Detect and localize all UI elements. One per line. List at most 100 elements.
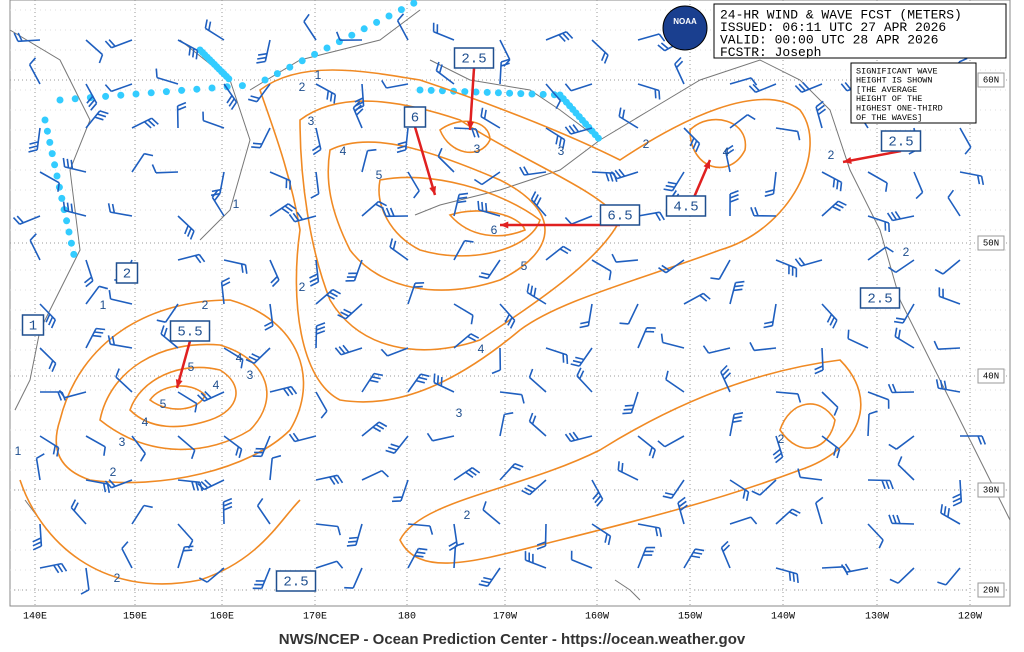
contour-2c [399,359,862,564]
wind-barb [893,303,915,324]
wind-barb [637,33,666,42]
wind-barb [269,259,280,288]
wind-barb [346,523,363,547]
wind-barb [39,303,57,329]
wind-barb [32,523,43,551]
wind-barb [960,435,987,445]
contour-6 [448,210,526,237]
wind-barb [381,207,409,218]
ice-dot [117,91,125,99]
ice-dot [273,70,281,78]
contour-5 [378,176,541,257]
lon-label: 170E [303,612,327,623]
wind-barb [478,567,501,587]
wind-barb [662,479,685,499]
wind-barb [618,107,639,129]
wind-barb [309,259,320,287]
wind-barb [867,523,884,549]
boxed-label: 6.5 [607,209,632,225]
wind-barb [637,327,656,349]
wind-barb [407,171,420,199]
lat-label: 50N [983,238,999,248]
label-box [403,106,427,128]
ice-dot [323,44,331,52]
wind-barb [151,164,179,174]
lon-box [15,608,55,624]
wind-barb [83,259,94,288]
wind-barb [913,171,924,200]
header-line: VALID: 00:00 UTC 28 APR 2026 [720,32,938,47]
wind-barb [389,238,409,261]
wind-barb [62,201,87,217]
lon-label: 120W [958,612,982,623]
contour-label: 5 [521,259,528,273]
wind-barb [847,329,869,349]
contour-label: 1 [100,298,107,312]
wind-barb [220,277,231,305]
wind-barb [665,370,685,393]
wind-barb [658,259,685,274]
wind-barb [564,431,593,443]
wind-barb [610,168,639,180]
lon-label: 150W [678,612,702,623]
wind-barb [937,567,961,586]
lat-box [977,582,1005,598]
arrow-head [175,379,183,388]
wind-barb [70,499,87,525]
wind-barb [935,379,961,393]
noaa-logo [662,5,708,51]
wind-barb [591,39,609,64]
wind-barb [933,340,961,350]
contour-label: 2 [202,298,209,312]
ice-dot [539,90,547,98]
wind-barb [887,383,915,394]
wind-barb [674,56,685,85]
wind-barb [526,283,547,305]
header: 24-HR WIND & WAVE FCST (METERS)ISSUED: 0… [720,7,962,60]
ice-dot [70,250,78,258]
wind-barb [361,421,388,437]
lat-box [977,368,1005,384]
wind-barb [344,567,363,589]
wind-barb [545,83,562,109]
wind-barb [477,200,501,217]
wind-barb [889,567,915,584]
wind-barb [821,435,841,459]
contour-label: 2 [114,571,121,585]
wind-barb [821,200,847,217]
note-line: [THE AVERAGE [856,85,917,95]
wind-barb [223,347,244,369]
wind-barb [821,391,839,416]
ice-dot [41,116,49,124]
wind-barb [121,541,133,569]
wind-barb [223,83,238,111]
ice-edge [41,0,602,258]
wind-barb [775,127,801,141]
wind-barb [867,215,890,233]
latitude-labels: 60N 50N 40N 30N 20N [977,72,1005,598]
wind-barb [361,200,387,217]
wind-barb [269,171,291,190]
ice-dot [397,6,405,14]
wind-barb [660,333,685,349]
wind-barb [115,368,133,393]
ice-dot [178,86,186,94]
ice-dot [225,75,233,83]
wind-barb [131,504,153,525]
wind-barb [131,117,159,129]
wind-barb [748,83,777,94]
wind-barb [198,567,225,583]
contour-3b [439,120,491,154]
label-box [21,314,45,336]
contour-2b [55,299,305,484]
ice-dot [56,96,64,104]
wind-barb [499,303,516,329]
wind-barb [435,61,455,85]
wind-barb [202,111,225,129]
wind-barb [888,435,915,450]
wind-barb [177,545,194,569]
wind-barb [579,303,593,329]
wind-barb [521,479,547,496]
wind-barb [894,327,915,349]
